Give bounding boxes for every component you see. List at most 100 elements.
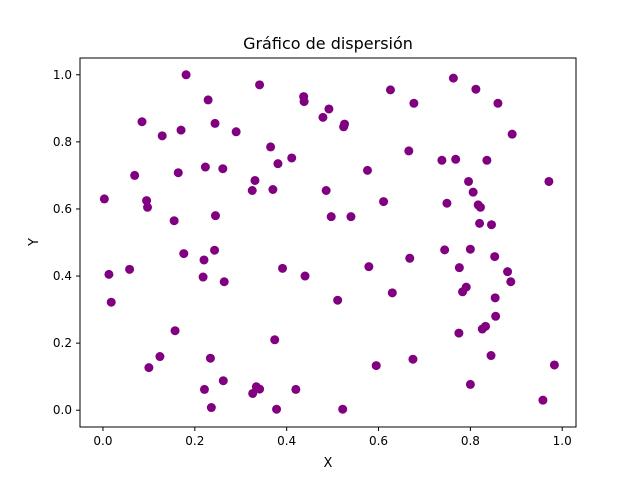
scatter-point	[270, 335, 280, 345]
y-tick-label: 1.0	[53, 68, 72, 82]
scatter-point	[454, 328, 464, 338]
scatter-point	[503, 267, 513, 277]
scatter-point	[210, 118, 220, 128]
scatter-point	[176, 125, 186, 135]
scatter-point	[333, 295, 343, 305]
scatter-point	[385, 85, 395, 95]
scatter-point	[144, 363, 154, 373]
scatter-point	[481, 321, 491, 331]
scatter-point	[173, 168, 183, 178]
scatter-point	[291, 384, 301, 394]
scatter-point	[198, 272, 208, 282]
scatter-point	[475, 218, 485, 228]
y-tick-label: 0.8	[53, 135, 72, 149]
scatter-point	[538, 395, 548, 405]
y-axis-label: Y	[27, 238, 42, 247]
scatter-point	[442, 198, 452, 208]
scatter-point	[487, 220, 496, 230]
scatter-point	[405, 253, 415, 263]
scatter-point	[203, 95, 213, 105]
scatter-point	[210, 245, 220, 255]
scatter-point	[471, 84, 481, 94]
scatter-point	[448, 73, 458, 83]
x-tick-label: 0.0	[93, 434, 112, 448]
scatter-point	[338, 404, 348, 414]
scatter-point	[231, 127, 241, 137]
scatter-point	[255, 80, 265, 90]
scatter-point	[125, 264, 135, 274]
scatter-point	[157, 131, 167, 141]
scatter-points	[99, 70, 559, 414]
scatter-point	[549, 360, 559, 370]
scatter-point	[363, 165, 372, 175]
scatter-point	[300, 271, 310, 281]
x-tick-label: 0.2	[185, 434, 204, 448]
scatter-point	[266, 142, 276, 152]
scatter-point	[170, 326, 180, 336]
scatter-point	[273, 159, 283, 169]
y-axis: 0.0 0.2 0.4 0.6 0.8 1.0	[53, 68, 80, 417]
scatter-point	[255, 384, 265, 394]
scatter-point	[321, 186, 331, 195]
y-tick-label: 0.2	[53, 336, 72, 350]
scatter-point	[544, 176, 554, 186]
scatter-point	[318, 112, 328, 122]
scatter-point	[491, 311, 501, 321]
chart-title: Gráfico de dispersión	[243, 34, 413, 53]
scatter-point	[219, 277, 229, 287]
scatter-point	[137, 117, 147, 127]
x-tick-label: 0.8	[461, 434, 480, 448]
scatter-point	[409, 98, 419, 108]
scatter-point	[408, 354, 418, 364]
scatter-point	[143, 202, 153, 212]
scatter-point	[210, 211, 220, 221]
scatter-point	[287, 153, 297, 163]
scatter-point	[205, 353, 215, 363]
y-tick-label: 0.6	[53, 202, 72, 216]
y-tick-label: 0.0	[53, 403, 72, 417]
x-axis-label: X	[324, 456, 333, 471]
scatter-point	[179, 249, 189, 259]
scatter-point	[106, 297, 116, 307]
y-tick-label: 0.4	[53, 269, 72, 283]
scatter-point	[199, 255, 209, 265]
scatter-point	[404, 146, 414, 156]
x-axis: 0.0 0.2 0.4 0.6 0.8 1.0	[93, 427, 572, 448]
scatter-point	[278, 263, 288, 273]
scatter-point	[169, 216, 179, 226]
scatter-point	[371, 361, 381, 371]
scatter-point	[493, 98, 503, 108]
plot-frame	[79, 57, 577, 428]
scatter-point	[218, 164, 228, 174]
scatter-point	[155, 352, 165, 362]
scatter-point	[486, 351, 496, 361]
scatter-point	[507, 129, 517, 139]
scatter-point	[248, 388, 258, 398]
scatter-point	[364, 262, 374, 272]
x-tick-label: 0.6	[369, 434, 388, 448]
scatter-point	[104, 269, 114, 279]
scatter-point	[468, 187, 478, 197]
scatter-point	[272, 404, 282, 414]
scatter-point	[379, 197, 389, 207]
scatter-point	[387, 288, 397, 298]
scatter-point	[465, 244, 475, 254]
scatter-point	[247, 186, 257, 195]
scatter-point	[181, 70, 191, 80]
scatter-point	[506, 277, 516, 287]
scatter-point	[454, 263, 464, 273]
scatter-point	[130, 170, 140, 180]
scatter-point	[437, 155, 447, 165]
scatter-point	[464, 176, 474, 186]
scatter-point	[490, 252, 500, 262]
scatter-point	[451, 154, 461, 164]
scatter-point	[218, 376, 228, 386]
scatter-point	[199, 384, 209, 394]
scatter-point	[482, 155, 492, 165]
scatter-point	[440, 245, 450, 255]
scatter-point	[326, 212, 336, 222]
scatter-point	[465, 379, 475, 389]
scatter-point	[250, 175, 260, 185]
